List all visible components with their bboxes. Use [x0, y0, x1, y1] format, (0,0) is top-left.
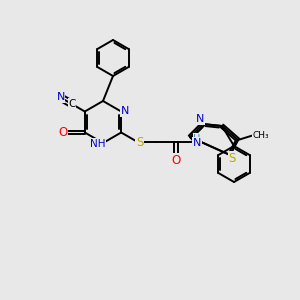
Text: O: O: [58, 126, 68, 139]
Text: N: N: [196, 114, 204, 124]
Text: S: S: [228, 152, 236, 164]
Text: H: H: [193, 134, 200, 143]
Text: O: O: [171, 154, 180, 167]
Text: S: S: [136, 136, 143, 149]
Text: CH₃: CH₃: [253, 130, 269, 140]
Text: NH: NH: [90, 139, 106, 149]
Text: N: N: [193, 137, 201, 148]
Text: N: N: [56, 92, 65, 103]
Text: C: C: [68, 99, 76, 109]
Text: N: N: [121, 106, 129, 116]
